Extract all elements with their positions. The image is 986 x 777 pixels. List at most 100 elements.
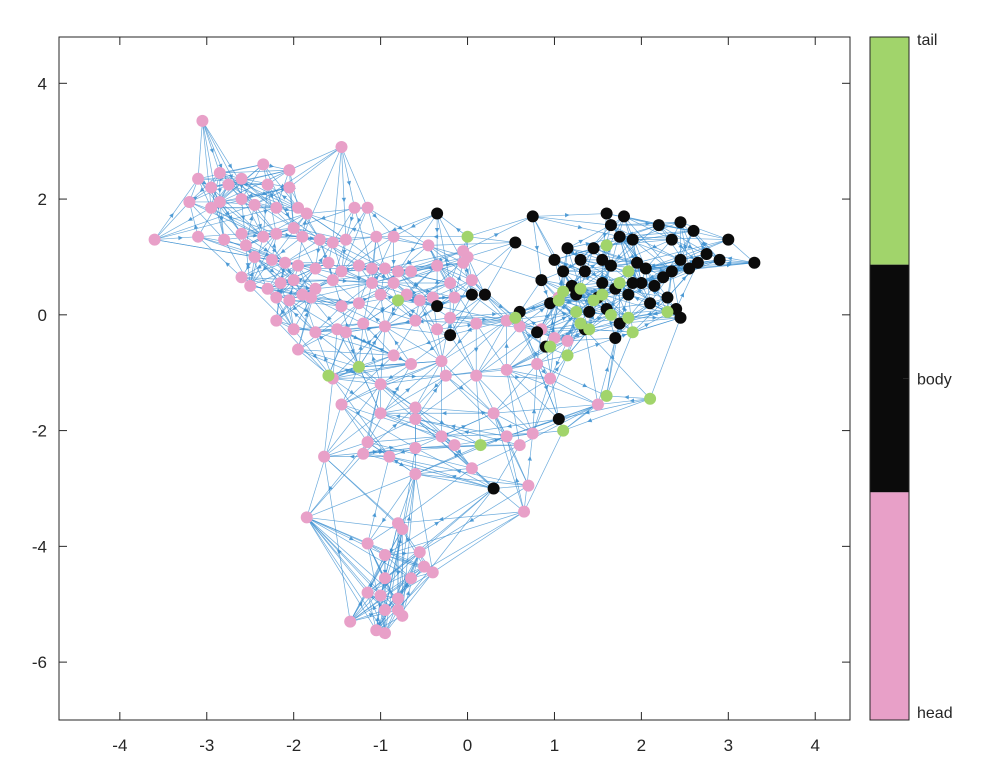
edge-arrowhead bbox=[356, 277, 362, 282]
edge bbox=[415, 375, 477, 420]
edge bbox=[332, 375, 446, 379]
edge bbox=[419, 300, 442, 362]
x-tick-label: 0 bbox=[463, 736, 472, 755]
data-point bbox=[361, 586, 374, 599]
edge-arrowhead bbox=[228, 174, 234, 179]
edge-arrowhead bbox=[451, 474, 457, 480]
data-point bbox=[674, 216, 687, 229]
data-point bbox=[465, 288, 478, 301]
edge bbox=[336, 329, 360, 368]
edge bbox=[389, 456, 494, 489]
edge bbox=[341, 404, 442, 437]
edge bbox=[415, 360, 442, 408]
edge bbox=[454, 433, 533, 446]
data-point bbox=[657, 271, 670, 284]
edge bbox=[554, 259, 603, 284]
edge-arrowhead bbox=[456, 469, 462, 474]
edge-arrowhead bbox=[225, 262, 231, 267]
edge bbox=[332, 329, 338, 379]
edge bbox=[393, 334, 451, 356]
data-point bbox=[222, 178, 235, 191]
edge bbox=[493, 444, 520, 489]
edge-arrowhead bbox=[324, 356, 329, 362]
data-point bbox=[309, 326, 322, 339]
data-point bbox=[335, 398, 348, 411]
data-point bbox=[431, 300, 444, 313]
data-point bbox=[257, 158, 270, 171]
edge bbox=[415, 320, 442, 362]
edge bbox=[358, 366, 416, 420]
edge-arrowhead bbox=[577, 224, 583, 230]
edge bbox=[384, 554, 425, 567]
edge bbox=[154, 201, 190, 240]
edge-arrowhead bbox=[492, 312, 497, 317]
data-point bbox=[357, 447, 370, 460]
edge bbox=[506, 331, 538, 371]
edge bbox=[332, 363, 412, 379]
edge-arrowhead bbox=[272, 247, 277, 253]
edge bbox=[441, 436, 473, 469]
edge-arrowhead bbox=[429, 346, 435, 351]
edge-arrowhead bbox=[357, 217, 362, 223]
data-point bbox=[378, 604, 391, 617]
edge bbox=[332, 279, 394, 284]
data-point bbox=[292, 201, 305, 214]
edge-arrowhead bbox=[348, 367, 354, 372]
edge-arrowhead bbox=[582, 383, 588, 388]
edge-arrowhead bbox=[288, 289, 293, 295]
edge-arrowhead bbox=[406, 537, 411, 543]
data-point bbox=[378, 549, 391, 562]
edge bbox=[415, 467, 472, 475]
edge bbox=[306, 517, 403, 530]
edge-arrowhead bbox=[351, 227, 357, 232]
data-point bbox=[287, 274, 300, 287]
edge bbox=[328, 332, 347, 376]
data-point bbox=[374, 589, 387, 602]
edge bbox=[467, 256, 542, 281]
data-point bbox=[604, 308, 617, 321]
edge-arrowhead bbox=[544, 313, 549, 319]
data-point bbox=[418, 560, 431, 573]
edge bbox=[197, 236, 242, 278]
edge bbox=[363, 300, 399, 324]
data-point bbox=[626, 276, 639, 289]
edge bbox=[332, 236, 377, 243]
edge bbox=[415, 473, 494, 489]
edge-arrowhead bbox=[305, 285, 310, 291]
data-point bbox=[665, 233, 678, 246]
data-point bbox=[392, 265, 404, 278]
data-point bbox=[305, 291, 318, 304]
edge-arrowhead bbox=[284, 212, 290, 218]
edge bbox=[315, 331, 394, 356]
data-point bbox=[292, 343, 305, 356]
edge bbox=[493, 363, 538, 414]
edge bbox=[436, 329, 447, 376]
edge bbox=[397, 213, 438, 272]
edge-arrowhead bbox=[629, 253, 635, 258]
edge-arrowhead bbox=[456, 275, 462, 281]
edge-arrowhead bbox=[629, 398, 635, 403]
data-point bbox=[387, 349, 400, 362]
edge bbox=[371, 236, 377, 284]
data-point bbox=[413, 546, 426, 559]
data-point bbox=[570, 305, 583, 318]
edge-arrowhead bbox=[570, 323, 576, 329]
edge bbox=[680, 221, 729, 240]
data-point bbox=[552, 294, 565, 307]
edge bbox=[610, 239, 672, 266]
edge bbox=[293, 297, 312, 330]
data-point bbox=[257, 230, 270, 243]
edge-arrowhead bbox=[224, 210, 230, 216]
edge bbox=[228, 184, 294, 229]
data-point bbox=[213, 167, 226, 180]
edge-arrowhead bbox=[404, 319, 410, 324]
edge-arrowhead bbox=[681, 276, 687, 281]
edge bbox=[245, 204, 255, 246]
colorbar-segment bbox=[870, 264, 909, 493]
data-point bbox=[665, 265, 678, 278]
data-point bbox=[405, 265, 418, 278]
edge-arrowhead bbox=[590, 264, 596, 269]
edge bbox=[311, 297, 359, 304]
edge-arrowhead bbox=[531, 321, 537, 326]
edge-arrowhead bbox=[467, 327, 472, 332]
